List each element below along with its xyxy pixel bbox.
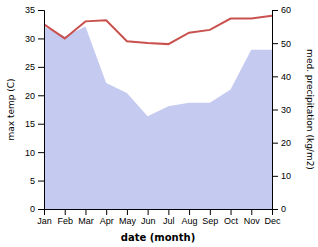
x-tick-mark [127,209,128,215]
y-tick-label: 30 [25,34,35,44]
x-tick: Apr [100,209,114,226]
y-tick-label: 20 [25,91,35,101]
x-tick: Jun [141,209,156,226]
y-axis-title: max temp (C) [6,78,16,140]
x-tick-mark [65,209,66,215]
x-tick: May [119,209,137,226]
y-tick-mark [38,181,44,182]
plot-area: JanFebMarAprMayJunJulAugSepOctNovDec0510… [25,5,291,226]
y-tick: 30 [25,34,44,44]
y2-tick-mark [272,43,278,44]
y-tick: 25 [25,62,44,72]
y-tick-label: 10 [25,148,35,158]
y-tick-mark [38,67,44,68]
x-tick-mark [231,209,232,215]
y-tick: 20 [25,91,44,101]
x-tick-label: Sep [202,216,218,226]
y2-tick: 30 [272,105,291,115]
y2-axis-line [273,11,279,210]
y-tick-mark [38,152,44,153]
x-tick: Sep [202,209,218,226]
x-tick-label: Nov [244,216,261,226]
x-tick-label: Feb [57,216,73,226]
y2-tick-mark [272,110,278,111]
y-tick-label: 15 [25,119,35,129]
x-tick-label: Jan [37,216,52,226]
y-axis-line [38,11,45,210]
x-tick: Feb [57,209,73,226]
y2-tick-mark [272,76,278,77]
y2-axis: 0 10 20 30 40 50 60 [272,5,291,214]
chart: JanFebMarAprMayJunJulAugSepOctNovDec0510… [0,0,318,247]
x-tick-mark [210,209,211,215]
y2-tick: 10 [272,171,291,181]
x-tick-mark [189,209,190,215]
y2-tick-label: 10 [281,171,291,181]
y2-tick-mark [272,176,278,177]
y-tick-label: 0 [30,204,35,214]
x-tick-label: Mar [78,216,94,226]
y-tick-mark [38,10,44,11]
y-tick-label: 5 [30,176,35,186]
y-tick: 5 [30,176,44,186]
y-tick-label: 25 [25,62,35,72]
x-tick-label: Apr [100,216,114,226]
x-tick: Jul [163,209,175,226]
x-tick-label: Aug [182,216,198,226]
temperature-line [44,16,272,44]
x-tick-mark [106,209,107,215]
y2-axis-title: med. precipitation (kg/m2) [305,49,315,170]
y2-tick: 60 [272,5,291,15]
y2-tick-mark [272,209,278,210]
x-tick-mark [85,209,86,215]
x-tick: Jan [37,209,52,226]
y2-tick-label: 40 [281,72,291,82]
x-tick-label: Jul [163,216,175,226]
x-tick: Oct [224,209,239,226]
precipitation-area [44,27,272,209]
y2-tick-label: 50 [281,39,291,49]
x-tick-mark [168,209,169,215]
y2-tick: 0 [272,204,286,214]
y2-tick: 40 [272,72,291,82]
y2-tick-mark [272,10,278,11]
x-axis-line [45,210,273,216]
x-tick-label: Dec [264,216,281,226]
x-tick: Nov [244,209,261,226]
y-tick-mark [38,124,44,125]
x-tick: Mar [78,209,94,226]
x-tick-label: May [119,216,137,226]
y-tick: 0 [30,204,44,214]
y-axis: 0 5 10 15 20 25 30 35 [25,5,45,214]
y-tick: 15 [25,119,44,129]
y2-tick: 20 [272,138,291,148]
y-tick: 35 [25,5,44,15]
x-tick: Aug [182,209,198,226]
x-tick: Dec [264,209,281,226]
y2-tick-label: 30 [281,105,291,115]
y2-tick: 50 [272,39,291,49]
y2-tick-label: 60 [281,5,291,15]
y2-tick-label: 20 [281,138,291,148]
x-axis-title: date (month) [121,232,195,243]
marks [44,16,272,209]
y-tick: 10 [25,148,44,158]
y-tick-label: 35 [25,5,35,15]
x-tick-mark [251,209,252,215]
y2-tick-label: 0 [281,204,286,214]
x-tick-label: Jun [141,216,156,226]
y2-tick-mark [272,143,278,144]
x-tick-label: Oct [224,216,239,226]
y-tick-mark [38,209,44,210]
x-axis: Jan Feb Mar Apr May Jun Jul Aug Sep Oct NovDec [37,209,281,226]
x-tick-mark [148,209,149,215]
y-tick-mark [38,38,44,39]
y-tick-mark [38,95,44,96]
